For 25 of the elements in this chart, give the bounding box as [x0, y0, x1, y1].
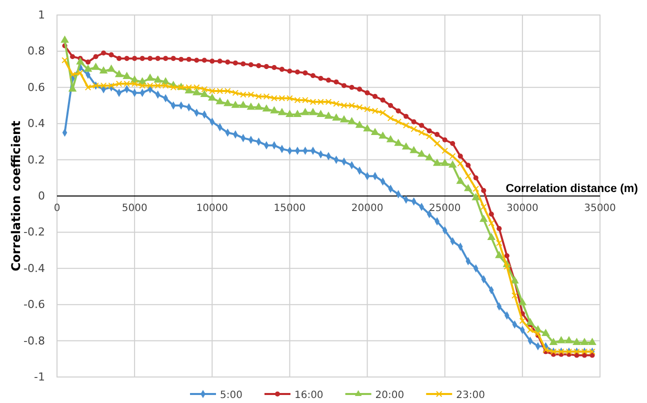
y-tick-label: 0: [38, 190, 45, 203]
legend-label: 20:00: [375, 390, 404, 401]
x-tick-label: 20000: [351, 203, 384, 214]
x-tick-label: 30000: [506, 203, 538, 214]
y-tick-label: 0.8: [28, 44, 45, 58]
y-tick-label: -1: [34, 370, 45, 384]
y-tick-label: -0.6: [24, 298, 45, 312]
y-tick-label: 1: [38, 8, 45, 22]
y-tick-label: -0.2: [24, 226, 45, 239]
y-tick-label: 0.2: [28, 153, 45, 166]
x-tick-label: 25000: [428, 203, 461, 214]
y-tick-label: 0.4: [28, 117, 45, 130]
x-tick-label: 0: [54, 203, 60, 214]
x-tick-label: 5000: [122, 203, 148, 214]
y-tick-label: 0.6: [28, 80, 45, 94]
x-axis-title: Correlation distance (m): [506, 183, 638, 195]
legend-label: 16:00: [294, 390, 324, 401]
y-tick-label: -0.8: [24, 334, 45, 348]
legend-label: 5:00: [220, 390, 242, 401]
x-tick-label: 35000: [584, 203, 616, 214]
y-axis-title: Correlation coefficient: [9, 120, 23, 272]
x-tick-label: 15000: [274, 203, 306, 214]
x-tick-label: 10000: [196, 203, 228, 214]
y-tick-label: -0.4: [24, 262, 45, 275]
legend-label: 23:00: [456, 390, 485, 401]
